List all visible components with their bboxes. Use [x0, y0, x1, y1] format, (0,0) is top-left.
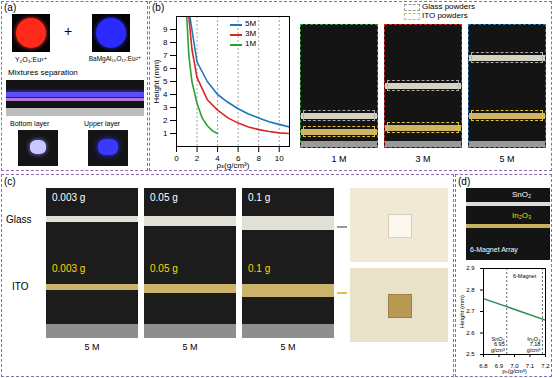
svg-text:2.5: 2.5: [466, 351, 475, 357]
svg-text:2: 2: [195, 154, 200, 163]
svg-text:2: 2: [163, 116, 168, 125]
svg-text:7.1: 7.1: [526, 363, 535, 369]
svg-text:3: 3: [163, 103, 168, 112]
svg-text:2.7: 2.7: [466, 308, 475, 314]
html-text:(b): (b): [152, 2, 165, 13]
svg-text:7: 7: [163, 51, 168, 60]
html-text:3M: 3M: [245, 29, 257, 38]
html-text:0.05 g: 0.05 g: [150, 192, 178, 203]
html-text:ITO: ITO: [12, 281, 29, 292]
svg-text:1: 1: [163, 129, 168, 138]
html-text:5 M: 5 M: [499, 154, 515, 164]
html-text:1M: 1M: [245, 39, 257, 48]
svg-text:8: 8: [163, 38, 168, 47]
html-text:SnO₂: SnO₂: [512, 190, 532, 199]
svg-text:ρₛ(g/cm³): ρₛ(g/cm³): [217, 161, 250, 170]
html-text:6-Magnet Array: 6-Magnet Array: [470, 246, 518, 253]
svg-text:6-Magnet: 6-Magnet: [513, 273, 537, 279]
svg-text:6.8: 6.8: [479, 363, 488, 369]
html-text:Glass: Glass: [6, 214, 32, 225]
html-text:(a): (a): [4, 2, 17, 13]
html-text:5 M: 5 M: [182, 342, 198, 352]
html-text:3 M: 3 M: [415, 154, 431, 164]
html-text:5M: 5M: [245, 19, 257, 28]
svg-text:2.6: 2.6: [466, 330, 475, 336]
svg-text:10: 10: [275, 154, 284, 163]
svg-text:6: 6: [235, 154, 241, 164]
svg-text:9: 9: [163, 25, 168, 34]
html-text:In₂O₃: In₂O₃: [512, 211, 532, 220]
html-text:0.1 g: 0.1 g: [248, 263, 271, 274]
svg-text:Height (mm): Height (mm): [459, 295, 465, 328]
html-text:Y₂O₃:Eu³⁺: Y₂O₃:Eu³⁺: [14, 56, 48, 63]
html-text:(d): (d): [458, 176, 471, 187]
svg-text:6: 6: [163, 64, 168, 73]
svg-text:2.8: 2.8: [466, 287, 475, 293]
svg-text:7.0: 7.0: [510, 362, 519, 369]
html-text:(c): (c): [4, 176, 16, 187]
svg-text:0: 0: [174, 154, 179, 163]
html-text:0.05 g: 0.05 g: [150, 263, 178, 274]
svg-text:In₂O₃7.18g/cm³: In₂O₃7.18g/cm³: [527, 336, 541, 353]
svg-text:ρₛ(g/cm³): ρₛ(g/cm³): [502, 368, 527, 374]
html-text:ITO powders: ITO powders: [422, 11, 468, 20]
html-text:Glass powders: Glass powders: [422, 2, 475, 11]
svg-text:4: 4: [215, 154, 220, 164]
svg-text:5: 5: [163, 77, 168, 86]
svg-text:7.2: 7.2: [541, 363, 550, 369]
html-text:Mixtures separation: Mixtures separation: [8, 68, 78, 77]
html-text:0.003 g: 0.003 g: [52, 263, 86, 274]
html-text:Bottom layer: Bottom layer: [10, 120, 50, 127]
html-text:0.1 g: 0.1 g: [248, 192, 271, 203]
svg-text:6.9: 6.9: [494, 362, 504, 369]
svg-text:SnO₂6.95g/cm³: SnO₂6.95g/cm³: [491, 336, 505, 353]
svg-text:2.9: 2.9: [466, 265, 475, 271]
html-text:Upper layer: Upper layer: [84, 120, 121, 127]
svg-text:Height (mm): Height (mm): [152, 59, 161, 103]
html-text:5 M: 5 M: [280, 342, 296, 352]
html-text:BaMgAl₁₀O₁₇:Eu²⁺: BaMgAl₁₀O₁₇:Eu²⁺: [88, 55, 142, 62]
html-text:0.003 g: 0.003 g: [52, 192, 86, 203]
svg-text:4: 4: [163, 90, 168, 99]
html-text:1 M: 1 M: [331, 154, 347, 164]
svg-text:8: 8: [256, 154, 261, 163]
html-text:5 M: 5 M: [84, 342, 100, 352]
